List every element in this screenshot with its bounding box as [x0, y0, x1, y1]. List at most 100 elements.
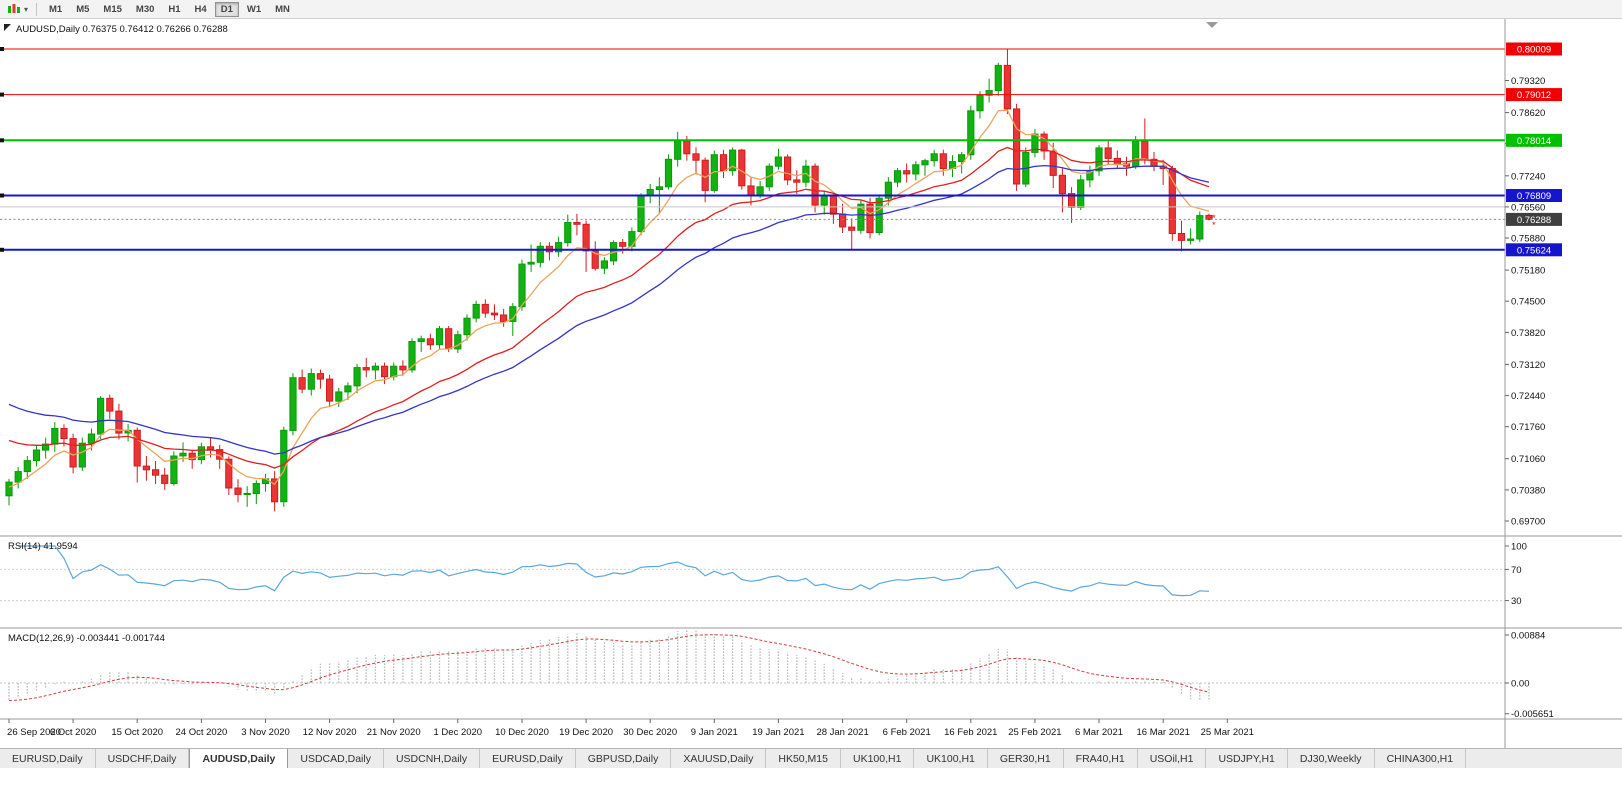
date-label: 30 Dec 2020 [623, 727, 677, 738]
timeframe-button-m30[interactable]: M30 [130, 2, 160, 17]
date-label: 12 Nov 2020 [303, 727, 357, 738]
date-label: 26 Sep 2020 [7, 727, 61, 738]
timeframe-button-h4[interactable]: H4 [189, 2, 213, 17]
svg-text:0.69700: 0.69700 [1511, 517, 1545, 528]
timeframe-buttons: M1 M5 M15 M30 H1 H4 D1 W1 MN [43, 1, 296, 17]
timeframe-button-m15[interactable]: M15 [97, 2, 127, 17]
macd-signal-line [8, 634, 1210, 702]
svg-text:0.73120: 0.73120 [1511, 360, 1545, 371]
toolbar-separator [36, 2, 38, 16]
timeframe-button-m5[interactable]: M5 [70, 2, 95, 17]
chart-tab-bar: EURUSD,Daily USDCHF,Daily AUDUSD,Daily USDC… [0, 748, 1622, 768]
svg-text:0.00: 0.00 [1511, 679, 1530, 690]
price-axis[interactable]: 0.793200.786200.779400.772400.765600.758… [1505, 76, 1554, 720]
price-badge [1506, 243, 1562, 257]
date-label: 6 Feb 2021 [883, 727, 931, 738]
line-anchor-marker[interactable] [0, 138, 4, 143]
price-badge-label: 0.76809 [1517, 191, 1551, 202]
price-badge [1506, 212, 1562, 226]
date-label: 6 Oct 2020 [50, 727, 96, 738]
timeframe-button-mn[interactable]: MN [269, 2, 296, 17]
chart-tab-ger30-h1[interactable]: GER30,H1 [988, 749, 1064, 768]
svg-text:-0.005651: -0.005651 [1511, 709, 1554, 720]
chart-tab-eurusd-daily[interactable]: EURUSD,Daily [0, 749, 96, 768]
rsi-panel [0, 545, 1505, 602]
timeframe-button-h1[interactable]: H1 [162, 2, 186, 17]
chevron-down-icon[interactable]: ▾ [24, 4, 29, 14]
macd-panel [0, 630, 1505, 702]
timeframe-button-w1[interactable]: W1 [241, 2, 267, 17]
price-badge [1506, 88, 1562, 102]
chart-title: AUDUSD,Daily 0.76375 0.76412 0.76266 0.7… [16, 24, 228, 35]
svg-text:0.75180: 0.75180 [1511, 266, 1545, 277]
one-click-trading-arrow[interactable] [4, 24, 11, 31]
svg-text:0.76560: 0.76560 [1511, 202, 1545, 213]
line-anchor-marker[interactable] [0, 92, 4, 97]
svg-text:0.00884: 0.00884 [1511, 631, 1545, 642]
svg-text:70: 70 [1511, 565, 1522, 576]
chart-tab-fra40-h1[interactable]: FRA40,H1 [1064, 749, 1138, 768]
candlestick-icon [8, 3, 20, 13]
price-badge [1506, 189, 1562, 202]
date-label: 19 Dec 2020 [559, 727, 613, 738]
chart-tab-hk50-m15[interactable]: HK50,M15 [766, 749, 841, 768]
chart-tab-uk100-h1[interactable]: UK100,H1 [841, 749, 915, 768]
chart-area[interactable]: 0.793200.786200.779400.772400.765600.758… [0, 19, 1622, 748]
price-badge-label: 0.75624 [1517, 245, 1551, 256]
svg-text:30: 30 [1511, 596, 1522, 607]
svg-text:0.74500: 0.74500 [1511, 297, 1545, 308]
price-badge-label: 0.78014 [1517, 136, 1551, 147]
price-badge-label: 0.79012 [1517, 90, 1551, 101]
svg-text:0.71060: 0.71060 [1511, 454, 1545, 465]
date-label: 25 Feb 2021 [1008, 727, 1061, 738]
rsi-line [18, 545, 1210, 597]
rsi-title: RSI(14) 41.9594 [8, 541, 78, 552]
svg-text:0.77240: 0.77240 [1511, 171, 1545, 182]
chart-tab-usoil-h1[interactable]: USOil,H1 [1138, 749, 1207, 768]
date-label: 9 Jan 2021 [691, 727, 738, 738]
chart-tab-usdcad-daily[interactable]: USDCAD,Daily [288, 749, 384, 768]
chart-tab-usdcnh-daily[interactable]: USDCNH,Daily [384, 749, 481, 768]
chart-tab-china300-h1[interactable]: CHINA300,H1 [1375, 749, 1467, 768]
svg-text:0.72440: 0.72440 [1511, 391, 1545, 402]
price-badge-label: 0.76288 [1517, 215, 1551, 226]
timeframe-button-d1[interactable]: D1 [214, 1, 239, 17]
svg-text:0.75880: 0.75880 [1511, 234, 1545, 245]
line-anchor-marker[interactable] [0, 247, 4, 252]
chart-type-icon[interactable] [5, 2, 23, 17]
trade-marker: * [1212, 220, 1216, 231]
chart-tab-uk100-h1[interactable]: UK100,H1 [914, 749, 988, 768]
date-label: 28 Jan 2021 [816, 727, 868, 738]
date-label: 24 Oct 2020 [176, 727, 228, 738]
candles [5, 49, 1213, 512]
svg-text:100: 100 [1511, 542, 1527, 553]
chart-shift-marker[interactable] [1206, 22, 1218, 28]
date-label: 21 Nov 2020 [367, 727, 421, 738]
chart-tab-eurusd-daily[interactable]: EURUSD,Daily [480, 749, 576, 768]
date-label: 25 Mar 2021 [1201, 727, 1254, 738]
svg-text:0.73820: 0.73820 [1511, 328, 1545, 339]
date-label: 6 Mar 2021 [1075, 727, 1123, 738]
svg-text:0.70380: 0.70380 [1511, 485, 1545, 496]
trade-marker: * [1212, 213, 1216, 224]
ma-line-7 [8, 109, 1210, 488]
timeframe-button-m1[interactable]: M1 [43, 2, 68, 17]
date-label: 3 Nov 2020 [241, 727, 290, 738]
macd-title: MACD(12,26,9) -0.003441 -0.001744 [8, 633, 165, 644]
ma-line-34 [8, 164, 1210, 455]
chart-tab-usdjpy-h1[interactable]: USDJPY,H1 [1206, 749, 1288, 768]
chart-tab-usdchf-daily[interactable]: USDCHF,Daily [96, 749, 190, 768]
line-anchor-marker[interactable] [0, 193, 4, 198]
chart-tab-xauusd-daily[interactable]: XAUUSD,Daily [671, 749, 767, 768]
date-label: 15 Oct 2020 [111, 727, 163, 738]
chart-tab-dj30-weekly[interactable]: DJ30,Weekly [1288, 749, 1375, 768]
line-anchor-marker[interactable] [0, 47, 4, 51]
date-label: 19 Jan 2021 [752, 727, 804, 738]
chart-tab-audusd-daily[interactable]: AUDUSD,Daily [189, 749, 289, 768]
date-label: 16 Mar 2021 [1137, 727, 1190, 738]
date-label: 16 Feb 2021 [944, 727, 997, 738]
chart-tab-gbpusd-daily[interactable]: GBPUSD,Daily [576, 749, 672, 768]
ma-line-21 [8, 146, 1210, 469]
